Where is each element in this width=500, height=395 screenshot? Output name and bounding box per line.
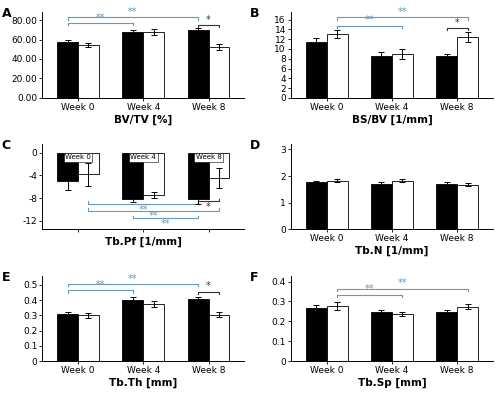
X-axis label: Tb.Sp [mm]: Tb.Sp [mm] <box>358 378 426 388</box>
Bar <box>306 182 326 229</box>
Bar <box>144 32 164 98</box>
Bar <box>457 184 478 229</box>
Text: *: * <box>455 18 460 28</box>
Text: **: ** <box>160 219 170 229</box>
Text: **: ** <box>365 284 374 294</box>
Bar <box>457 37 478 98</box>
Bar <box>208 314 230 361</box>
Text: **: ** <box>128 274 138 284</box>
Text: Week 4: Week 4 <box>130 154 156 160</box>
Bar <box>57 152 78 181</box>
Bar <box>188 30 208 98</box>
Bar <box>371 184 392 229</box>
Bar <box>208 152 230 178</box>
Bar <box>392 314 413 361</box>
Bar <box>436 56 457 98</box>
Text: **: ** <box>398 7 407 17</box>
X-axis label: Tb.N [1/mm]: Tb.N [1/mm] <box>355 246 428 256</box>
Bar <box>326 307 347 361</box>
Bar <box>306 308 326 361</box>
Text: **: ** <box>365 15 374 25</box>
Bar <box>392 54 413 98</box>
Text: **: ** <box>128 7 138 17</box>
Bar <box>371 312 392 361</box>
Text: F: F <box>250 271 259 284</box>
Bar <box>122 300 144 361</box>
Bar <box>188 152 208 199</box>
Bar <box>78 152 99 174</box>
Text: D: D <box>250 139 260 152</box>
Bar <box>57 42 78 98</box>
Text: **: ** <box>398 278 407 288</box>
Bar <box>122 152 144 199</box>
Bar <box>188 299 208 361</box>
X-axis label: BS/BV [1/mm]: BS/BV [1/mm] <box>352 115 432 125</box>
Text: Week 0: Week 0 <box>65 154 91 160</box>
Bar <box>371 56 392 98</box>
Bar <box>392 181 413 229</box>
Bar <box>122 32 144 98</box>
Bar <box>436 312 457 361</box>
X-axis label: Tb.Th [mm]: Tb.Th [mm] <box>109 378 178 388</box>
Bar <box>78 315 99 361</box>
Text: E: E <box>2 271 10 284</box>
Bar <box>436 184 457 229</box>
Text: **: ** <box>138 205 148 214</box>
Bar <box>306 41 326 98</box>
Text: A: A <box>2 7 12 20</box>
Text: *: * <box>206 202 211 212</box>
Bar <box>326 181 347 229</box>
Bar <box>78 45 99 98</box>
Bar <box>208 47 230 98</box>
Bar <box>144 152 164 195</box>
X-axis label: BV/TV [%]: BV/TV [%] <box>114 115 172 125</box>
Text: B: B <box>250 7 260 20</box>
Text: *: * <box>206 15 211 24</box>
Text: **: ** <box>96 13 105 23</box>
Text: Week 8: Week 8 <box>196 154 222 160</box>
Text: C: C <box>2 139 11 152</box>
Bar <box>457 307 478 361</box>
Text: **: ** <box>149 211 158 221</box>
Text: **: ** <box>96 280 105 290</box>
X-axis label: Tb.Pf [1/mm]: Tb.Pf [1/mm] <box>105 237 182 247</box>
Text: *: * <box>206 281 211 292</box>
Bar <box>326 34 347 98</box>
Bar <box>57 314 78 361</box>
Bar <box>144 304 164 361</box>
